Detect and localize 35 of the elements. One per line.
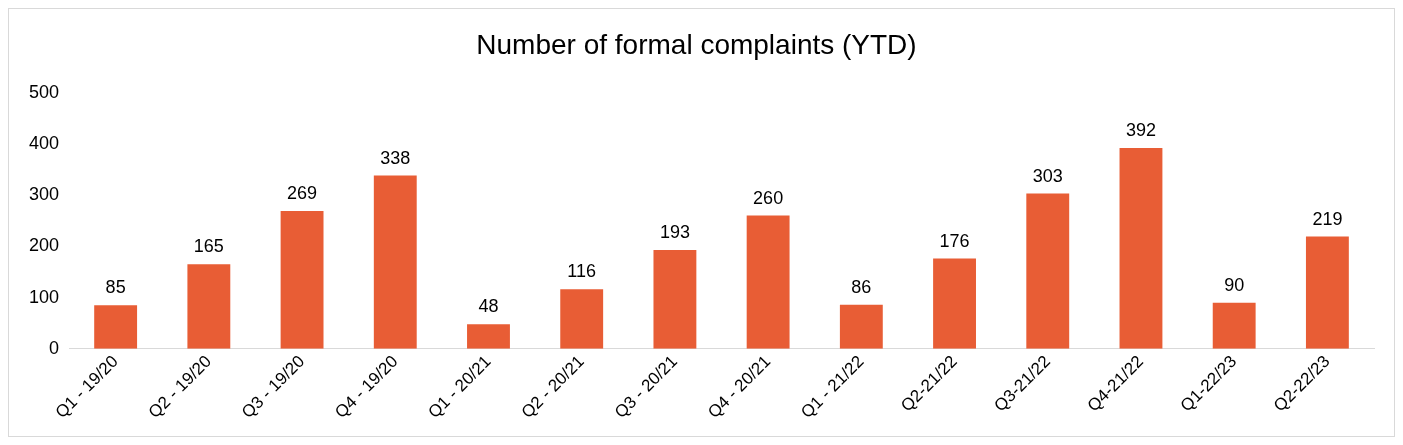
bar [467, 324, 510, 349]
bar [560, 289, 604, 349]
y-tick-label: 500 [28, 81, 60, 102]
data-label: 116 [567, 261, 597, 282]
y-tick-label: 300 [28, 184, 60, 205]
data-label: 86 [851, 276, 872, 297]
data-label: 392 [1125, 119, 1156, 140]
y-tick-label: 200 [28, 235, 60, 256]
y-tick-label: 0 [49, 337, 60, 358]
data-label: 219 [1312, 208, 1343, 229]
y-tick-label: 400 [28, 132, 60, 153]
bar [933, 258, 976, 349]
bar [280, 210, 324, 349]
bar [746, 215, 790, 349]
y-tick-label: 100 [28, 286, 60, 307]
bar [839, 304, 883, 349]
chart-title: Number of formal complaints (YTD) [476, 28, 917, 60]
bar [94, 305, 138, 349]
bar [187, 264, 231, 349]
bar [1212, 302, 1256, 349]
bar [373, 175, 417, 349]
data-label: 85 [105, 277, 126, 298]
bar [1026, 193, 1070, 349]
data-label: 260 [753, 187, 784, 208]
data-label: 303 [1032, 165, 1063, 186]
data-label: 269 [287, 182, 318, 203]
data-label: 48 [478, 296, 499, 317]
bar [1119, 147, 1163, 349]
data-label: 338 [380, 147, 411, 168]
bar [1305, 236, 1349, 349]
bar [653, 249, 697, 349]
data-label: 165 [193, 236, 224, 257]
data-label: 90 [1224, 274, 1245, 295]
data-label: 193 [659, 221, 690, 242]
data-label: 176 [939, 230, 970, 251]
